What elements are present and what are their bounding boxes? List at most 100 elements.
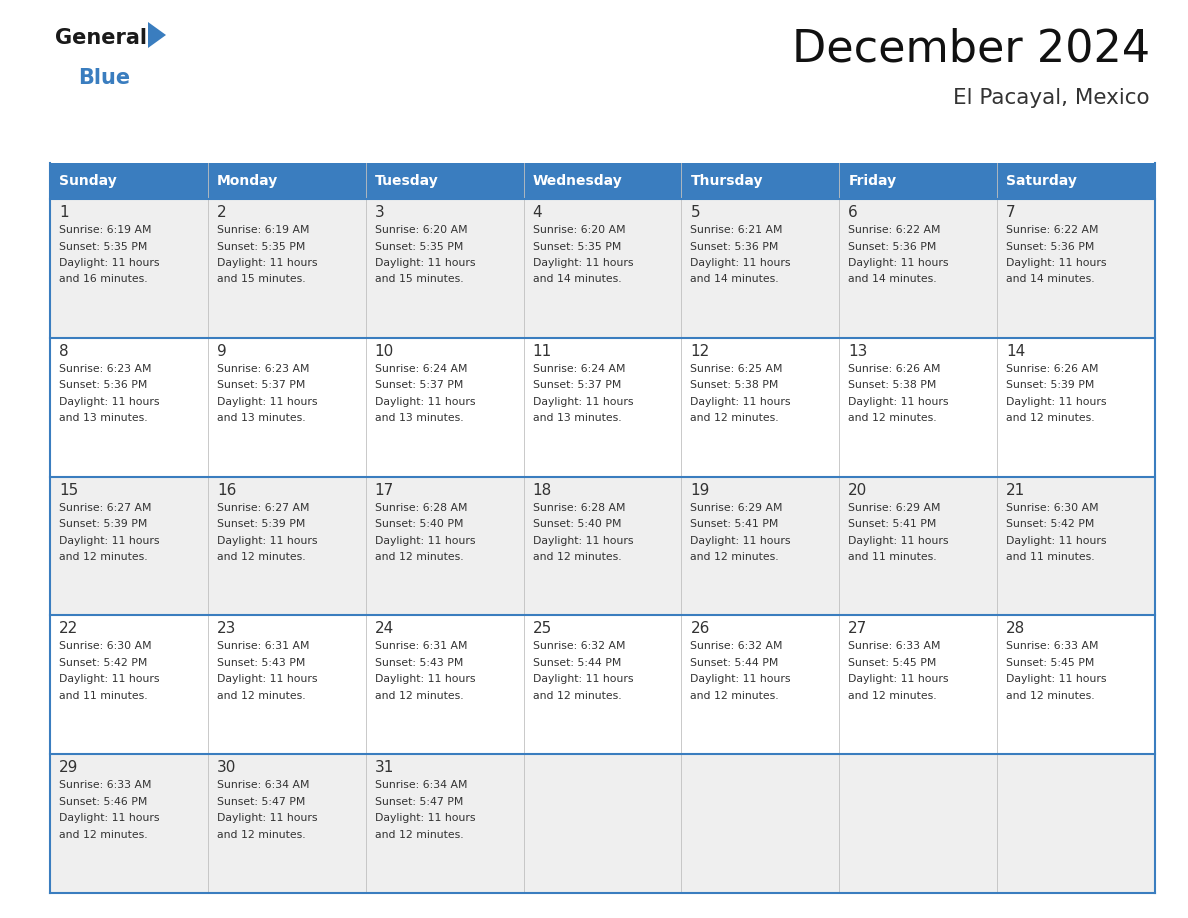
- Text: 30: 30: [217, 760, 236, 775]
- Bar: [682, 755, 839, 893]
- Bar: [524, 615, 682, 755]
- Text: 17: 17: [374, 483, 394, 498]
- Text: 22: 22: [59, 621, 78, 636]
- Text: and 16 minutes.: and 16 minutes.: [59, 274, 147, 285]
- Text: Sunset: 5:46 PM: Sunset: 5:46 PM: [59, 797, 147, 807]
- Text: and 12 minutes.: and 12 minutes.: [59, 552, 147, 562]
- Text: Wednesday: Wednesday: [532, 174, 623, 188]
- Text: Sunset: 5:43 PM: Sunset: 5:43 PM: [217, 658, 305, 668]
- Bar: [997, 755, 1155, 893]
- Text: Blue: Blue: [78, 68, 131, 88]
- Bar: [839, 615, 997, 755]
- Text: Sunset: 5:37 PM: Sunset: 5:37 PM: [532, 380, 621, 390]
- Text: Sunset: 5:40 PM: Sunset: 5:40 PM: [374, 519, 463, 529]
- Text: Sunset: 5:38 PM: Sunset: 5:38 PM: [848, 380, 936, 390]
- Text: Daylight: 11 hours: Daylight: 11 hours: [690, 258, 791, 268]
- Bar: [682, 476, 839, 615]
- Bar: [839, 338, 997, 476]
- Bar: [50, 338, 208, 476]
- Text: Sunset: 5:47 PM: Sunset: 5:47 PM: [217, 797, 305, 807]
- Text: Daylight: 11 hours: Daylight: 11 hours: [374, 813, 475, 823]
- Bar: [50, 615, 208, 755]
- Text: Sunset: 5:37 PM: Sunset: 5:37 PM: [374, 380, 463, 390]
- Text: 12: 12: [690, 344, 709, 359]
- Text: Sunset: 5:39 PM: Sunset: 5:39 PM: [217, 519, 305, 529]
- Bar: [839, 755, 997, 893]
- Polygon shape: [148, 22, 166, 48]
- Bar: [50, 755, 208, 893]
- Text: Daylight: 11 hours: Daylight: 11 hours: [848, 397, 949, 407]
- Text: 18: 18: [532, 483, 551, 498]
- Bar: [682, 338, 839, 476]
- Text: and 12 minutes.: and 12 minutes.: [217, 830, 305, 840]
- Text: and 12 minutes.: and 12 minutes.: [59, 830, 147, 840]
- Text: 21: 21: [1006, 483, 1025, 498]
- Bar: [366, 476, 524, 615]
- Text: Saturday: Saturday: [1006, 174, 1078, 188]
- Text: and 12 minutes.: and 12 minutes.: [374, 552, 463, 562]
- Text: December 2024: December 2024: [792, 28, 1150, 71]
- Text: Sunrise: 6:21 AM: Sunrise: 6:21 AM: [690, 225, 783, 235]
- Text: Sunset: 5:36 PM: Sunset: 5:36 PM: [848, 241, 936, 252]
- Text: Daylight: 11 hours: Daylight: 11 hours: [1006, 535, 1107, 545]
- Bar: [524, 476, 682, 615]
- Text: Daylight: 11 hours: Daylight: 11 hours: [217, 675, 317, 685]
- Text: Sunrise: 6:20 AM: Sunrise: 6:20 AM: [532, 225, 625, 235]
- Text: and 12 minutes.: and 12 minutes.: [532, 691, 621, 701]
- Text: and 11 minutes.: and 11 minutes.: [848, 552, 937, 562]
- Text: Sunrise: 6:29 AM: Sunrise: 6:29 AM: [690, 502, 783, 512]
- Text: Sunset: 5:40 PM: Sunset: 5:40 PM: [532, 519, 621, 529]
- Text: El Pacayal, Mexico: El Pacayal, Mexico: [954, 88, 1150, 108]
- Bar: [208, 755, 366, 893]
- Text: and 12 minutes.: and 12 minutes.: [217, 552, 305, 562]
- Text: Sunset: 5:38 PM: Sunset: 5:38 PM: [690, 380, 779, 390]
- Text: Sunrise: 6:26 AM: Sunrise: 6:26 AM: [848, 364, 941, 374]
- Text: Daylight: 11 hours: Daylight: 11 hours: [59, 258, 159, 268]
- Text: Daylight: 11 hours: Daylight: 11 hours: [59, 813, 159, 823]
- Bar: [50, 199, 208, 338]
- Text: 10: 10: [374, 344, 394, 359]
- Text: Daylight: 11 hours: Daylight: 11 hours: [532, 258, 633, 268]
- Text: Sunset: 5:35 PM: Sunset: 5:35 PM: [217, 241, 305, 252]
- Bar: [524, 199, 682, 338]
- Text: Sunset: 5:36 PM: Sunset: 5:36 PM: [690, 241, 779, 252]
- Text: 24: 24: [374, 621, 394, 636]
- Text: Sunset: 5:45 PM: Sunset: 5:45 PM: [1006, 658, 1094, 668]
- Bar: [208, 199, 366, 338]
- Text: Sunset: 5:41 PM: Sunset: 5:41 PM: [848, 519, 936, 529]
- Text: Daylight: 11 hours: Daylight: 11 hours: [690, 535, 791, 545]
- Text: Daylight: 11 hours: Daylight: 11 hours: [690, 397, 791, 407]
- Bar: [366, 163, 524, 199]
- Text: 26: 26: [690, 621, 709, 636]
- Text: Thursday: Thursday: [690, 174, 763, 188]
- Text: Monday: Monday: [217, 174, 278, 188]
- Text: Sunrise: 6:31 AM: Sunrise: 6:31 AM: [217, 642, 309, 652]
- Text: Sunrise: 6:32 AM: Sunrise: 6:32 AM: [690, 642, 783, 652]
- Text: Sunday: Sunday: [59, 174, 116, 188]
- Text: and 12 minutes.: and 12 minutes.: [374, 691, 463, 701]
- Text: Sunrise: 6:19 AM: Sunrise: 6:19 AM: [217, 225, 309, 235]
- Text: 19: 19: [690, 483, 709, 498]
- Text: Daylight: 11 hours: Daylight: 11 hours: [374, 675, 475, 685]
- Text: 8: 8: [59, 344, 69, 359]
- Text: 5: 5: [690, 205, 700, 220]
- Text: and 12 minutes.: and 12 minutes.: [374, 830, 463, 840]
- Text: Sunrise: 6:33 AM: Sunrise: 6:33 AM: [1006, 642, 1099, 652]
- Text: and 13 minutes.: and 13 minutes.: [532, 413, 621, 423]
- Text: 7: 7: [1006, 205, 1016, 220]
- Bar: [208, 163, 366, 199]
- Text: Sunrise: 6:30 AM: Sunrise: 6:30 AM: [59, 642, 152, 652]
- Text: Sunset: 5:39 PM: Sunset: 5:39 PM: [1006, 380, 1094, 390]
- Bar: [839, 163, 997, 199]
- Text: and 11 minutes.: and 11 minutes.: [59, 691, 147, 701]
- Text: and 14 minutes.: and 14 minutes.: [690, 274, 779, 285]
- Text: 11: 11: [532, 344, 551, 359]
- Text: Sunrise: 6:27 AM: Sunrise: 6:27 AM: [217, 502, 309, 512]
- Bar: [997, 163, 1155, 199]
- Text: Daylight: 11 hours: Daylight: 11 hours: [1006, 397, 1107, 407]
- Text: and 12 minutes.: and 12 minutes.: [690, 552, 779, 562]
- Text: Sunset: 5:35 PM: Sunset: 5:35 PM: [532, 241, 621, 252]
- Text: Daylight: 11 hours: Daylight: 11 hours: [848, 675, 949, 685]
- Bar: [997, 338, 1155, 476]
- Text: 6: 6: [848, 205, 858, 220]
